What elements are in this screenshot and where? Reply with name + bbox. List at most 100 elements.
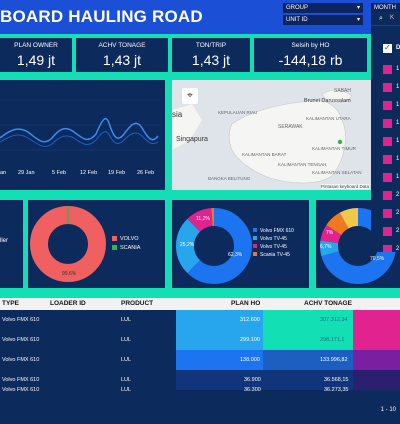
- chevron-down-icon: ▾: [356, 5, 360, 11]
- cell-achv: 36.273,35: [324, 387, 349, 393]
- legend-swatch: [253, 244, 257, 248]
- table-row[interactable]: Volvo FMX 610 LUL 138.000 133.996,82: [0, 350, 400, 370]
- achv-bar: [263, 330, 353, 350]
- month-option-checkbox[interactable]: [383, 83, 392, 92]
- x-tick: 29 Jan: [18, 170, 35, 176]
- month-option-checkbox[interactable]: [383, 227, 392, 236]
- cell-product: LUL: [121, 357, 132, 363]
- column-header[interactable]: ACHV TONAGE: [304, 300, 352, 307]
- slice-label: 11,2%: [196, 216, 210, 222]
- x-tick: an: [0, 170, 7, 176]
- month-option-label: 1: [396, 156, 400, 162]
- map-label: KALIMANTAN TIMUR: [312, 146, 356, 151]
- legend-swatch: [112, 245, 117, 250]
- month-option-label: 2: [396, 246, 400, 252]
- slice-label: 6,7%: [320, 244, 332, 250]
- table-row[interactable]: Volvo FMX 610 LUL 299.100 298.171,1: [0, 330, 400, 350]
- page-title: BOARD HAULING ROAD: [0, 7, 203, 26]
- pagination-label[interactable]: 1 - 10: [380, 407, 396, 413]
- map-label: KALIMANTAN UTARA: [306, 116, 351, 121]
- month-option-label: 1: [396, 84, 400, 90]
- line-chart: [0, 99, 160, 151]
- left-partial-panel: ller: [0, 200, 23, 288]
- month-option-checkbox[interactable]: [383, 209, 392, 218]
- donut-slice: [320, 208, 396, 284]
- column-header[interactable]: PRODUCT: [121, 300, 154, 307]
- select-all-checkbox[interactable]: ✓: [383, 43, 392, 53]
- chevron-down-icon: ▾: [356, 17, 360, 23]
- plan-bar: [176, 350, 263, 370]
- map-label: SABAH: [334, 88, 351, 94]
- kpi-value: -144,18 rb: [278, 52, 343, 68]
- group-filter[interactable]: GROUP ▾: [283, 3, 363, 13]
- cell-product: LUL: [121, 387, 132, 393]
- month-option-label: 2: [396, 228, 400, 234]
- month-option-checkbox[interactable]: [383, 101, 392, 110]
- map-label: KALIMANTAN TENGAH: [278, 162, 327, 167]
- table-header: TYPE LOADER ID PRODUCT PLAN HO ACHV TONA…: [0, 298, 400, 310]
- month-option-checkbox[interactable]: [383, 245, 392, 252]
- month-option-checkbox[interactable]: [383, 65, 392, 74]
- table-row[interactable]: Volvo FMX 610 LUL 312.600 307.312,34: [0, 310, 400, 330]
- cell-type: Volvo FMX 610: [2, 357, 40, 363]
- month-option-checkbox[interactable]: [383, 173, 392, 182]
- column-header[interactable]: LOADER ID: [50, 300, 86, 307]
- kpi-label: ACHV TONAGE: [98, 42, 146, 49]
- table-row[interactable]: Volvo FMX 610 LUL 36.900 36.568,15: [0, 370, 400, 390]
- table-row[interactable]: Volvo FMX 610 LUL 36.300 36.273,35: [0, 387, 400, 398]
- column-header[interactable]: TYPE: [2, 300, 19, 307]
- plan-bar: [176, 310, 263, 330]
- month-option-checkbox[interactable]: [383, 137, 392, 146]
- donut-slice: [176, 208, 252, 284]
- month-filter[interactable]: MONTH: [371, 3, 400, 13]
- achv-bar: [263, 370, 353, 390]
- cell-plan: 299.100: [240, 337, 260, 343]
- slice-label: 62,3%: [228, 252, 243, 258]
- month-option-label: 1: [396, 102, 400, 108]
- achv-bar: [263, 350, 353, 370]
- cell-plan: 36.900: [244, 377, 261, 383]
- month-filter-label: MONTH: [374, 5, 396, 11]
- extra-bar: [353, 310, 400, 330]
- cell-type: Volvo FMX 610: [2, 377, 40, 383]
- map-pin-icon[interactable]: ⌖: [182, 88, 198, 104]
- achv-bar: [263, 310, 353, 330]
- donut-slice: [320, 208, 396, 284]
- month-option-checkbox[interactable]: [383, 119, 392, 128]
- series-line-2: [0, 131, 159, 147]
- month-option-label: 1: [396, 120, 400, 126]
- month-option-label: 1: [396, 138, 400, 144]
- group-filter-label: GROUP: [286, 5, 309, 11]
- legend-item: Scania TV-45: [260, 252, 290, 258]
- map-label: KALIMANTAN SELATAN: [312, 170, 362, 175]
- kpi-label: PLAN OWNER: [14, 42, 58, 49]
- plan-bar: [176, 330, 263, 350]
- search-placeholder: K: [390, 15, 395, 21]
- kpi-selsih-by-ho: Selsih by HO -144,18 rb: [254, 38, 367, 72]
- kpi-value: 1,43 jt: [191, 52, 231, 68]
- kpi-label: Selsih by HO: [291, 42, 330, 49]
- month-option-checkbox[interactable]: [383, 191, 392, 200]
- month-dropdown-list[interactable]: ⌕ K ✓ D 1 1 1 1 1 1 1 2 2 2 2: [371, 12, 400, 252]
- legend-swatch: [112, 236, 117, 241]
- kpi-value: 1,49 jt: [16, 52, 56, 68]
- cell-plan: 36.300: [244, 387, 261, 393]
- column-header[interactable]: PLAN HO: [231, 300, 261, 307]
- donut-chart-1: [30, 206, 117, 282]
- map-view[interactable]: ⌖ sia Singapura Brunei Darussalam SABAH …: [172, 80, 371, 190]
- unit-id-filter-label: UNIT ID: [286, 17, 308, 23]
- kpi-value: 1,43 jt: [102, 52, 142, 68]
- legend-swatch: [253, 236, 257, 240]
- unit-id-filter[interactable]: UNIT ID ▾: [283, 15, 363, 25]
- header-bar: BOARD HAULING ROAD GROUP ▾ UNIT ID ▾ MON…: [0, 0, 400, 34]
- dropdown-search[interactable]: ⌕ K: [371, 12, 400, 26]
- month-option-checkbox[interactable]: [383, 155, 392, 164]
- plan-bar: [176, 370, 263, 390]
- kpi-achv-tonage: ACHV TONAGE 1,43 jt: [76, 38, 168, 72]
- map-label: KALIMANTAN BARAT: [242, 152, 287, 157]
- map-label: sia: [172, 110, 183, 119]
- kpi-ton-trip: TON/TRIP 1,43 jt: [172, 38, 250, 72]
- month-option-label: 1: [396, 174, 400, 180]
- cell-type: Volvo FMX 610: [2, 317, 40, 323]
